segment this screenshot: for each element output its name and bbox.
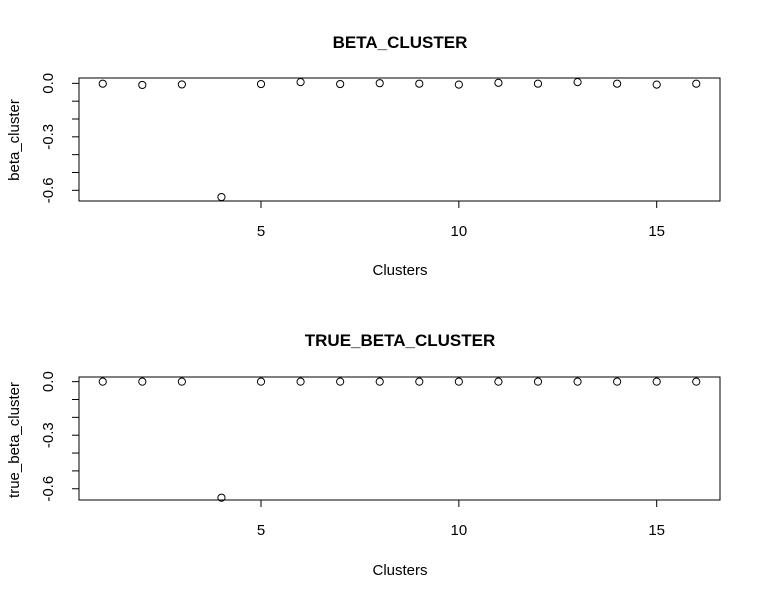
chart-panel-beta-cluster: BETA_CLUSTER Clusters beta_cluster 5 10 15… [6,33,721,279]
y-tick-label: -0.3 [40,124,57,150]
data-point [138,80,147,90]
data-point [494,78,503,87]
y-tick-label: -0.6 [40,476,57,502]
data-point [177,80,186,89]
y-axis-ticks: 0.0 -0.3 -0.6 [40,73,79,203]
chart-title: BETA_CLUSTER [333,33,468,52]
data-point [613,377,622,386]
x-axis-label: Clusters [372,562,427,579]
x-tick-label: 10 [451,223,468,240]
data-point [533,377,543,386]
data-point [98,79,107,88]
data-point [415,79,424,88]
data-point [573,377,582,386]
data-point [98,377,107,386]
y-axis-label: true_beta_cluster [6,382,23,498]
data-point [533,79,543,88]
data-point [138,377,147,386]
data-point [296,377,305,386]
y-axis-label: beta_cluster [6,99,23,181]
plot-frame [78,376,721,501]
x-tick-label: 10 [451,522,468,539]
data-point [256,79,266,89]
y-axis-ticks: 0.0 -0.3 -0.6 [40,371,79,502]
data-point [375,377,384,386]
data-point [336,79,345,89]
chart-panel-true-beta-cluster: TRUE_BETA_CLUSTER Clusters true_beta_clu… [6,331,721,579]
x-tick-label: 15 [648,223,665,240]
data-point [217,493,226,502]
y-tick-label: 0.0 [40,73,57,94]
data-point [256,377,266,386]
x-axis-ticks: 5 10 15 [257,500,665,539]
x-tick-label: 5 [257,223,265,240]
scatter-points [98,78,701,202]
data-point [454,80,463,89]
y-tick-label: 0.0 [40,371,57,392]
data-point [494,377,503,386]
data-point [454,377,463,386]
plot-frame [78,77,721,202]
data-point [375,79,384,88]
scatter-points [98,377,701,502]
data-point [652,377,661,386]
x-axis-ticks: 5 10 15 [257,201,665,240]
data-point [692,377,701,386]
data-point [336,377,345,386]
data-point [217,192,226,202]
x-axis-label: Clusters [372,262,427,279]
data-point [573,78,582,87]
data-point [415,377,424,386]
y-tick-label: -0.3 [40,422,57,448]
data-point [296,78,305,87]
data-point [692,79,701,88]
chart-title: TRUE_BETA_CLUSTER [305,331,495,350]
data-point [652,80,661,89]
x-tick-label: 5 [257,522,265,539]
y-tick-label: -0.6 [40,177,57,203]
x-tick-label: 15 [648,522,665,539]
data-point [177,377,186,386]
data-point [613,79,622,88]
